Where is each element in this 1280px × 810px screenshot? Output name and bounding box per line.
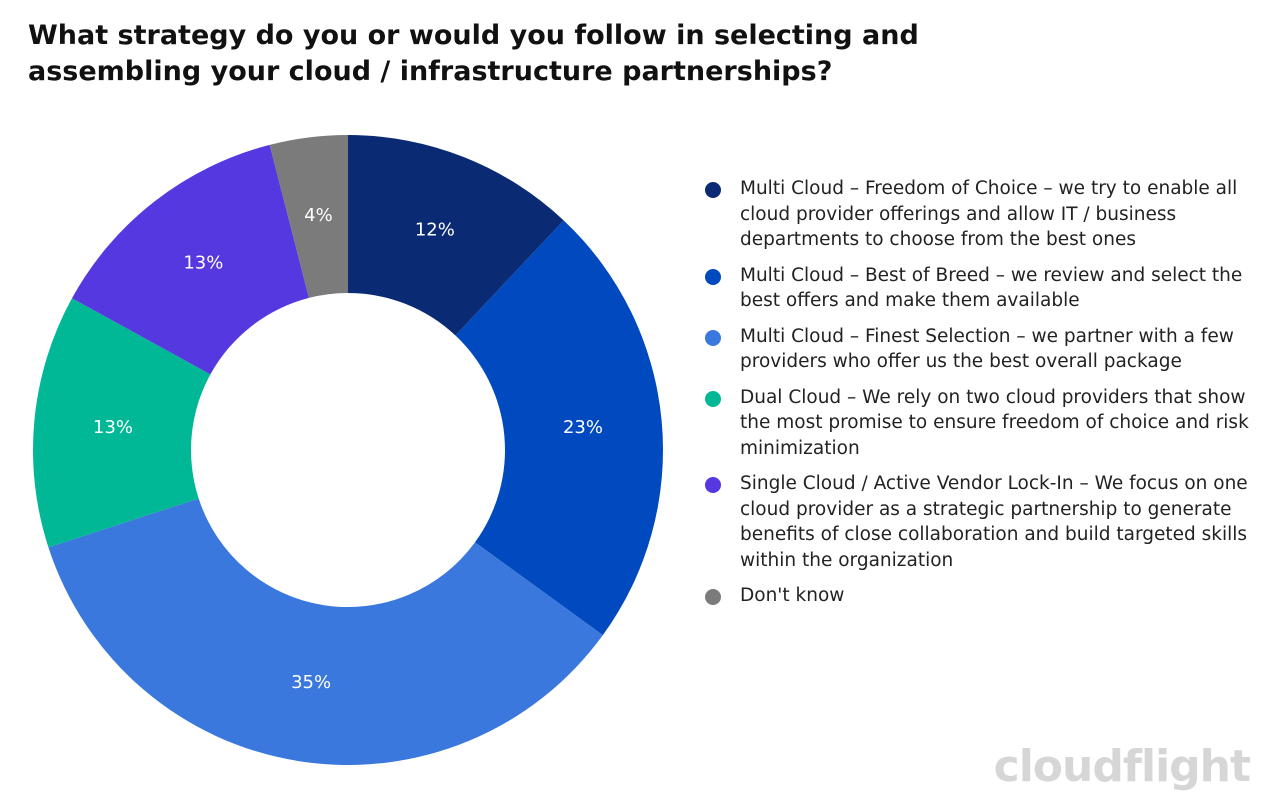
data-label: 13% (93, 417, 133, 438)
donut-slice (348, 135, 564, 336)
donut-slice (33, 298, 211, 548)
legend-marker (705, 268, 721, 285)
legend-marker (705, 477, 721, 493)
donut-slice (48, 498, 603, 766)
donut-slice (269, 135, 348, 298)
legend-label: Multi Cloud – Freedom of Choice – we try… (740, 178, 1238, 250)
data-label: 12% (415, 220, 455, 241)
chart: 12% 23% 35% 13% 13% 4% (33, 135, 663, 766)
legend-label: Single Cloud / Active Vendor Lock-In – W… (740, 473, 1248, 571)
donut-slice (455, 220, 663, 636)
legend-item: Multi Cloud – Freedom of Choice – we try… (705, 176, 1250, 253)
legend-label: Dual Cloud – We rely on two cloud provid… (740, 386, 1249, 459)
legend-marker (705, 589, 721, 605)
legend-label: Don't know (740, 585, 845, 606)
legend-marker (705, 182, 721, 198)
legend-item: Don't know (705, 583, 1250, 609)
watermark: cloudflight (993, 741, 1251, 792)
legend-marker (705, 329, 721, 346)
chart-title: What strategy do you or would you follow… (28, 20, 919, 87)
legend-marker (705, 390, 721, 407)
legend-item: Dual Cloud – We rely on two cloud provid… (705, 385, 1250, 462)
legend-label: Multi Cloud – Finest Selection – we part… (740, 325, 1234, 373)
legend: Multi Cloud – Freedom of Choice – we try… (705, 176, 1250, 619)
donut-slice (71, 144, 309, 375)
legend-item: Multi Cloud – Finest Selection – we part… (705, 324, 1250, 375)
data-label: 13% (183, 253, 223, 274)
data-label: 35% (291, 672, 331, 693)
legend-item: Single Cloud / Active Vendor Lock-In – W… (705, 471, 1250, 573)
legend-label: Multi Cloud – Best of Breed – we review … (740, 264, 1243, 312)
legend-item: Multi Cloud – Best of Breed – we review … (705, 263, 1250, 314)
data-label: 4% (304, 205, 333, 226)
data-label: 23% (563, 417, 603, 438)
